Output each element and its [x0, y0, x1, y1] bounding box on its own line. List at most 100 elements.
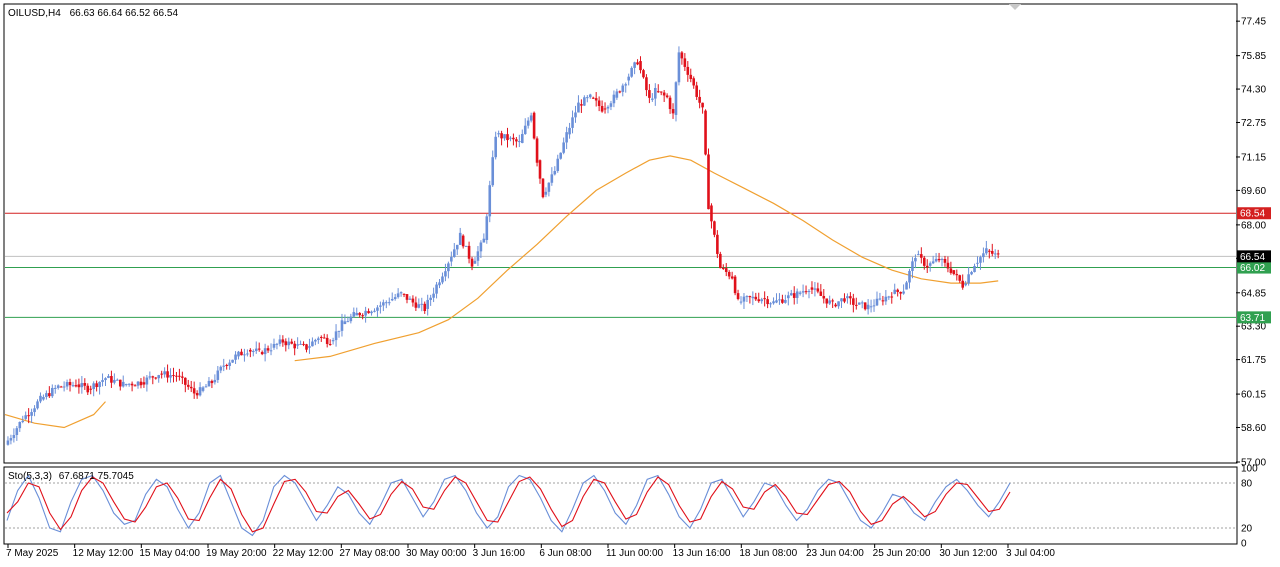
candle-body	[724, 268, 728, 272]
stoch-tick-label: 0	[1241, 539, 1247, 550]
candle-body	[139, 381, 143, 386]
candle-body	[624, 84, 628, 86]
candle-body	[101, 380, 104, 382]
candle-body	[121, 381, 125, 387]
candle-body	[461, 235, 465, 247]
candle-body	[314, 339, 317, 342]
candle-body	[77, 384, 81, 388]
candle-body	[337, 330, 341, 332]
candle-body	[651, 98, 654, 100]
candle-body	[695, 85, 698, 97]
candle-body	[763, 298, 766, 300]
candle-body	[680, 52, 684, 59]
candle-body	[710, 205, 713, 222]
candle-body	[74, 385, 78, 387]
candle-body	[775, 300, 778, 303]
candle-body	[925, 265, 929, 268]
candle-body	[512, 137, 515, 140]
candle-body	[251, 351, 255, 353]
candle-body	[716, 234, 719, 254]
candle-body	[834, 304, 837, 307]
candle-body	[857, 302, 861, 305]
stochastic-label: Sto(5,3,3)	[8, 471, 52, 482]
time-tick-label: 30 Jun 12:00	[939, 548, 997, 559]
time-tick-label: 13 Jun 16:00	[673, 548, 731, 559]
candle-body	[59, 386, 63, 388]
candle-body	[727, 271, 731, 277]
candle-body	[656, 91, 660, 93]
candle-body	[618, 91, 622, 93]
candle-body	[807, 291, 811, 293]
candle-body	[222, 365, 226, 367]
candle-body	[979, 257, 982, 263]
candle-body	[825, 298, 829, 304]
price-tick-label: 69.60	[1241, 186, 1266, 197]
candle-body	[272, 343, 276, 348]
candle-body	[745, 296, 749, 298]
candle-body	[204, 386, 208, 388]
candle-body	[719, 253, 722, 269]
candle-body	[887, 296, 891, 298]
candle-body	[263, 348, 267, 355]
candle-body	[476, 251, 480, 261]
candle-body	[68, 382, 72, 386]
candle-body	[550, 174, 554, 183]
candle-body	[884, 296, 888, 302]
scroll-marker-icon[interactable]	[1009, 4, 1021, 10]
stoch-tick-label: 80	[1241, 479, 1253, 490]
candle-body	[225, 364, 228, 366]
time-tick-label: 7 May 2025	[6, 548, 59, 559]
candle-body	[181, 376, 184, 378]
candle-body	[148, 376, 152, 378]
candle-body	[50, 387, 54, 397]
candle-body	[970, 272, 973, 275]
candle-body	[928, 263, 932, 266]
candle-body	[423, 303, 427, 311]
candle-body	[875, 298, 879, 306]
candle-body	[387, 302, 391, 304]
candle-body	[689, 74, 693, 80]
candle-body	[515, 139, 518, 142]
candle-body	[379, 305, 382, 307]
candle-body	[319, 336, 323, 338]
candle-body	[328, 343, 332, 346]
candle-body	[674, 82, 678, 115]
candle-body	[157, 375, 161, 379]
candle-body	[772, 301, 775, 304]
candle-body	[86, 385, 90, 393]
candle-body	[961, 280, 965, 288]
candle-body	[742, 296, 746, 302]
candle-body	[367, 311, 370, 314]
price-tick-label: 77.45	[1241, 17, 1266, 28]
stochastic-panel	[3, 466, 1238, 545]
candle-body	[284, 341, 288, 346]
candle-body	[577, 102, 580, 113]
candle-body	[837, 301, 840, 307]
candle-body	[441, 276, 444, 283]
candle-body	[201, 387, 205, 391]
candle-body	[9, 438, 13, 441]
candle-body	[917, 254, 920, 256]
candle-body	[346, 321, 350, 323]
candle-body	[751, 296, 755, 299]
candle-body	[683, 58, 687, 67]
candle-body	[195, 393, 199, 396]
stochastic-title: Sto(5,3,3) 67.6871 75.7045	[8, 471, 134, 482]
candle-body	[503, 134, 506, 139]
candle-body	[955, 274, 959, 276]
moving-average-line	[4, 155, 999, 429]
candle-body	[322, 337, 326, 339]
candle-body	[653, 87, 657, 99]
candle-body	[636, 62, 639, 65]
candle-body	[922, 257, 926, 266]
candle-body	[671, 109, 675, 114]
candle-body	[881, 300, 885, 302]
price-tick-label: 60.15	[1241, 390, 1266, 401]
price-tick-label: 74.30	[1241, 85, 1266, 96]
candle-body	[399, 292, 403, 294]
candle-body	[813, 288, 817, 290]
candle-body	[612, 94, 616, 104]
candle-body	[107, 376, 110, 378]
candle-body	[27, 415, 30, 417]
